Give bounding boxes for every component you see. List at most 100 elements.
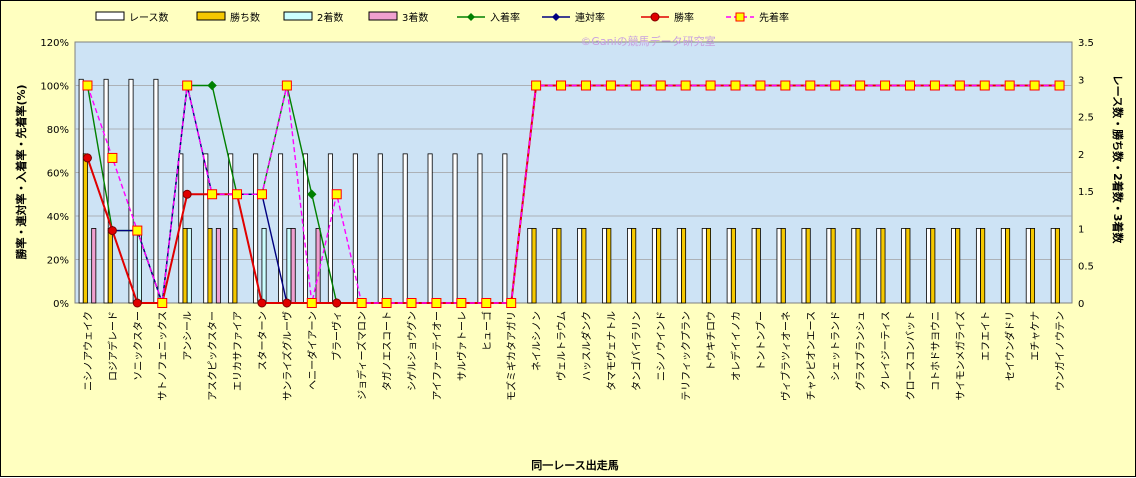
category-label: コトホドサヨウニ bbox=[930, 311, 942, 391]
bar bbox=[502, 153, 508, 304]
point bbox=[929, 80, 940, 91]
bar bbox=[577, 228, 583, 304]
bar bbox=[1000, 228, 1006, 304]
category-label: タマモヴェナトル bbox=[605, 311, 618, 391]
right-tick-label: 0 bbox=[1078, 299, 1084, 310]
point bbox=[904, 80, 915, 91]
point bbox=[306, 298, 317, 308]
bar bbox=[1054, 228, 1060, 304]
category-label: ソニックスター bbox=[132, 311, 144, 381]
point bbox=[705, 80, 716, 91]
point bbox=[1054, 80, 1065, 91]
category-label: ジョディーズマロン bbox=[356, 311, 369, 400]
category-label: ニシノアウェイク bbox=[82, 311, 94, 391]
point bbox=[132, 225, 143, 236]
bar bbox=[980, 228, 986, 304]
bar bbox=[290, 228, 296, 304]
bar bbox=[776, 228, 782, 304]
bar bbox=[805, 228, 811, 304]
category-label: シェットランド bbox=[830, 311, 842, 381]
point bbox=[755, 80, 766, 91]
bar bbox=[315, 228, 321, 304]
point bbox=[805, 80, 816, 91]
bar bbox=[701, 228, 707, 304]
category-label: ロジアデレード bbox=[106, 311, 119, 381]
point bbox=[107, 226, 117, 236]
point bbox=[506, 298, 517, 308]
right-tick-label: 0.5 bbox=[1078, 262, 1094, 273]
bar bbox=[705, 228, 711, 304]
category-label: サトノフェニックス bbox=[157, 311, 169, 401]
point bbox=[880, 80, 891, 91]
legend-label: 勝率 bbox=[674, 11, 694, 24]
bar bbox=[905, 228, 911, 304]
legend-swatch bbox=[368, 11, 398, 21]
point bbox=[406, 298, 417, 308]
right-axis-ticks: 0 0.5 1 1.5 2 2.5 3 3.5 bbox=[1078, 38, 1094, 310]
category-label: アイファーテイオー bbox=[431, 311, 443, 401]
category-label: アンシール bbox=[183, 311, 194, 361]
right-tick-label: 2 bbox=[1078, 150, 1084, 161]
point bbox=[979, 80, 990, 91]
point bbox=[456, 298, 467, 308]
bar bbox=[207, 228, 213, 304]
legend-marker bbox=[650, 12, 660, 22]
bar bbox=[186, 228, 192, 304]
category-label: タンゴバイラリン bbox=[630, 311, 643, 391]
y-axis-title-left: 勝率・連対率・入着率・先着率(%) bbox=[14, 84, 28, 259]
category-label: タガノエスコート bbox=[382, 311, 394, 391]
left-axis-ticks: 0% 20% 40% 60% 80% 100% 120% bbox=[40, 38, 69, 310]
point bbox=[655, 80, 666, 91]
category-label: アスクピックスター bbox=[207, 311, 219, 401]
point bbox=[1029, 80, 1040, 91]
bar bbox=[951, 228, 957, 304]
point bbox=[182, 80, 193, 91]
category-labels: ニシノアウェイク ロジアデレード ソニックスター サトノフェニックス アンシール アスクピ… bbox=[82, 311, 1066, 401]
bar bbox=[153, 78, 159, 304]
left-tick-label: 120% bbox=[40, 38, 69, 49]
category-label: トントンブー bbox=[754, 311, 767, 371]
bar bbox=[826, 228, 832, 304]
category-label: クロースコンバット bbox=[905, 311, 917, 401]
bar bbox=[801, 228, 807, 304]
bar bbox=[352, 153, 358, 304]
bar bbox=[531, 228, 537, 304]
bar bbox=[851, 228, 857, 304]
category-label: テリフィックプラン bbox=[681, 311, 693, 401]
category-label: モズミギカタアガリ bbox=[505, 311, 518, 401]
bar bbox=[780, 228, 786, 304]
right-tick-label: 1 bbox=[1078, 224, 1084, 235]
bar bbox=[232, 228, 238, 304]
category-label: エチャケナ bbox=[1030, 311, 1042, 361]
bar bbox=[901, 228, 907, 304]
bar bbox=[876, 228, 882, 304]
bar bbox=[527, 228, 533, 304]
point bbox=[556, 80, 567, 91]
point bbox=[82, 153, 92, 163]
category-label: スターターン bbox=[257, 311, 269, 371]
left-tick-label: 80% bbox=[47, 125, 69, 136]
legend-marker bbox=[735, 12, 745, 22]
point bbox=[107, 152, 118, 163]
bar bbox=[1005, 228, 1011, 304]
legend-label: 連対率 bbox=[575, 11, 605, 24]
category-label: グラスブランシュ bbox=[854, 311, 867, 391]
category-label: シゲルショウグン bbox=[405, 311, 418, 391]
watermark: ©Ganiの競馬データ研究室 bbox=[580, 34, 715, 48]
category-label: トウキチロウ bbox=[706, 311, 718, 371]
bar bbox=[930, 228, 936, 304]
category-label: セイウンダドリ bbox=[1004, 311, 1017, 381]
bar bbox=[602, 228, 608, 304]
point bbox=[332, 298, 342, 308]
point bbox=[830, 80, 841, 91]
legend-label: 先着率 bbox=[759, 11, 789, 24]
bar bbox=[1030, 228, 1036, 304]
point bbox=[132, 298, 142, 308]
bar bbox=[681, 228, 687, 304]
bar bbox=[606, 228, 612, 304]
left-tick-label: 100% bbox=[40, 82, 69, 93]
point bbox=[381, 298, 392, 308]
point bbox=[855, 80, 866, 91]
